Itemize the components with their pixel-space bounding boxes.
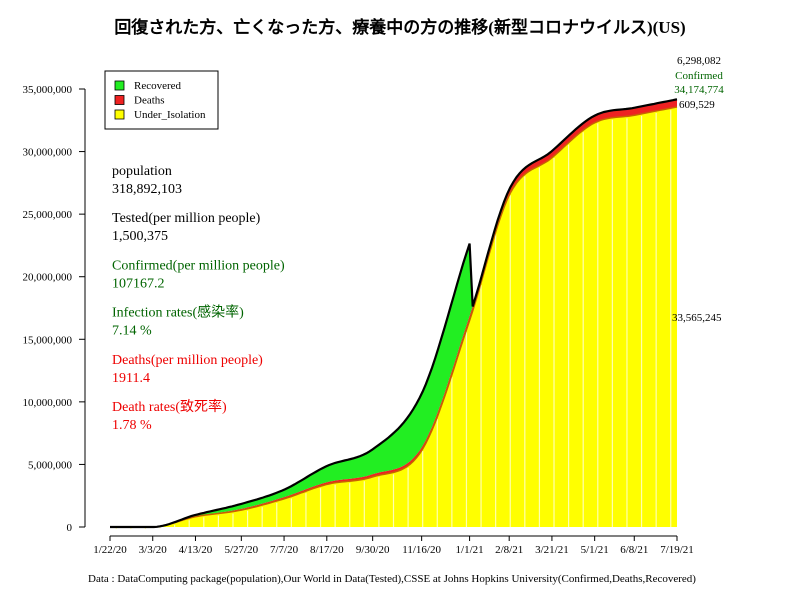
confirmed-total-label: 34,174,774	[674, 84, 724, 96]
area-under-isolation	[110, 107, 677, 527]
isolation-total-label: 33,565,245	[672, 312, 722, 324]
area-recovered	[110, 99, 677, 528]
y-tick-label: 30,000,000	[23, 147, 73, 159]
stat-value: 318,892,103	[112, 182, 182, 197]
x-tick-label: 3/21/21	[535, 544, 569, 556]
stat-value: 1.78 %	[112, 418, 152, 433]
x-tick-label: 5/27/20	[225, 544, 259, 556]
legend-swatch	[114, 109, 125, 120]
x-tick-label: 7/19/21	[660, 544, 694, 556]
stat-value: 1911.4	[112, 371, 150, 386]
stat-label: Tested(per million people)	[112, 211, 261, 226]
stat-label: Confirmed(per million people)	[112, 258, 285, 273]
x-tick-label: 6/8/21	[620, 544, 648, 556]
confirmed-outline-line	[110, 98, 678, 529]
y-tick-label: 20,000,000	[23, 272, 73, 284]
stat-value: 107167.2	[112, 276, 165, 291]
legend: Recovered Deaths Under_Isolation	[104, 70, 219, 130]
legend-label: Under_Isolation	[134, 109, 206, 121]
stat-label: Infection rates(感染率)	[112, 304, 244, 321]
y-tick-label: 0	[67, 522, 73, 534]
y-tick-label: 5,000,000	[28, 459, 73, 471]
data-source-caption: Data : DataComputing package(population)…	[88, 573, 696, 585]
end-annotations: 6,298,082 Confirmed 34,174,774 609,529 3…	[672, 55, 724, 324]
y-tick-label: 15,000,000	[23, 334, 73, 346]
x-tick-label: 1/1/21	[456, 544, 484, 556]
x-tick-label: 11/16/20	[402, 544, 441, 556]
y-tick-label: 10,000,000	[23, 397, 73, 409]
legend-swatch	[114, 95, 125, 105]
recovered-total-label: 6,298,082	[677, 55, 721, 67]
x-tick-label: 7/7/20	[270, 544, 299, 556]
stat-label: Deaths(per million people)	[112, 353, 263, 368]
legend-label: Recovered	[134, 80, 182, 92]
deaths-total-label: 609,529	[679, 99, 715, 111]
stats-panel: population 318,892,103 Tested(per million …	[112, 164, 285, 433]
stat-label: population	[112, 164, 172, 179]
x-tick-label: 9/30/20	[356, 544, 390, 556]
chart-title: 回復された方、亡くなった方、療養中の方の推移(新型コロナウイルス)(US)	[114, 17, 685, 37]
y-tick-label: 25,000,000	[23, 209, 73, 221]
stat-label: Death rates(致死率)	[112, 398, 227, 415]
plot-area	[110, 98, 678, 529]
y-tick-label: 35,000,000	[23, 84, 73, 96]
confirmed-label: Confirmed	[675, 70, 723, 82]
legend-swatch	[114, 80, 125, 91]
stat-value: 7.14 %	[112, 324, 152, 339]
y-axis: 0 5,000,000 10,000,000 15,000,000 20,000,000…	[23, 84, 86, 534]
stat-value: 1,500,375	[112, 229, 168, 244]
x-tick-label: 2/8/21	[495, 544, 523, 556]
legend-label: Deaths	[134, 95, 165, 107]
x-tick-label: 4/13/20	[179, 544, 213, 556]
x-tick-label: 1/22/20	[93, 544, 127, 556]
x-tick-label: 8/17/20	[310, 544, 344, 556]
deaths-boundary-line	[110, 106, 678, 528]
x-tick-label: 3/3/20	[139, 544, 168, 556]
x-axis: 1/22/20 3/3/20 4/13/20 5/27/20 7/7/20 8/17/20…	[93, 535, 694, 556]
x-tick-label: 5/1/21	[581, 544, 609, 556]
